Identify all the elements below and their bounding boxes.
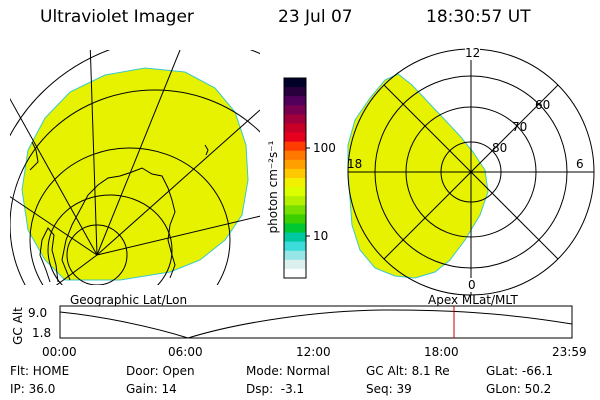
polar-grid (347, 48, 595, 296)
aurora-image-region (21, 67, 249, 281)
altitude-plot (59, 305, 573, 339)
mlat-label-70: 70 (512, 120, 528, 134)
colorbar-unit-label: photon cm⁻²s⁻¹ (266, 140, 280, 234)
instrument-title: Ultraviolet Imager (40, 7, 194, 27)
mlat-label-60: 60 (535, 98, 551, 112)
color-bar-cell (284, 141, 306, 152)
coastline (29, 141, 209, 283)
glon-label: GLon: 50.2 (486, 382, 552, 396)
color-bar-cell (284, 205, 306, 215)
time-tick-1200: 12:00 (296, 345, 331, 359)
geographic-label: Geographic Lat/Lon (70, 293, 188, 307)
door-status-label: Door: Open (126, 364, 195, 378)
color-bar-cell (284, 178, 306, 188)
time-label: 18:30:57 UT (426, 7, 531, 27)
alt-ytick-high: 9.0 (28, 306, 48, 320)
color-bar-cell (284, 96, 306, 106)
gc-alt-label: GC Alt: 8.1 Re (366, 364, 450, 378)
alt-ytick-low: 1.8 (32, 326, 52, 340)
color-bar-cell (284, 168, 306, 179)
color-bar-cell (284, 268, 306, 279)
dsp-label: Dsp: -3.1 (246, 382, 305, 396)
colorbar-tick-100: 100 (313, 141, 336, 155)
color-bar-cell (284, 132, 306, 143)
mlt-label-0: 0 (468, 278, 476, 292)
gain-label: Gain: 14 (126, 382, 177, 396)
time-tick-1800: 18:00 (424, 345, 459, 359)
color-bar (283, 77, 310, 279)
lat-lon-grid (10, 50, 260, 285)
color-bar-frame (283, 77, 307, 279)
color-bar-cell (284, 223, 306, 234)
gc-alt-ylabel: GC Alt (11, 307, 25, 345)
mlat-label-80: 80 (492, 141, 508, 155)
color-bar-cell (284, 150, 306, 161)
altitude-curve (59, 309, 573, 339)
colorbar-tick-10: 10 (313, 229, 329, 243)
time-tick-0600: 06:00 (168, 345, 203, 359)
color-bar-cell (284, 196, 306, 206)
color-bar-cell (284, 159, 306, 170)
color-bar-cell (284, 232, 306, 243)
apex-label: Apex MLat/MLT (428, 293, 518, 307)
color-bar-cell (284, 105, 306, 115)
color-bar-cell (284, 123, 306, 134)
flight-mode-label: Flt: HOME (10, 364, 70, 378)
time-tick-2359: 23:59 (552, 345, 587, 359)
mlt-label-6: 6 (576, 157, 584, 171)
color-bar-cell (284, 187, 306, 197)
color-bar-cell (284, 250, 306, 261)
date-label: 23 Jul 07 (278, 7, 353, 27)
color-bar-cell (284, 214, 306, 224)
color-bar-cell (284, 87, 306, 97)
color-bar-cell (284, 241, 306, 252)
color-bar-cell (284, 78, 306, 88)
seq-label: Seq: 39 (366, 382, 412, 396)
mlt-label-12: 12 (465, 46, 481, 60)
glat-label: GLat: -66.1 (486, 364, 553, 378)
mode-label: Mode: Normal (246, 364, 330, 378)
mlt-label-18: 18 (347, 157, 363, 171)
geographic-map (10, 50, 260, 285)
color-bar-cell (284, 114, 306, 124)
apex-polar-plot (347, 48, 595, 296)
time-tick-0000: 00:00 (42, 345, 77, 359)
color-bar-cell (284, 259, 306, 270)
ip-label: IP: 36.0 (10, 382, 56, 396)
aurora-image-region (347, 73, 489, 279)
